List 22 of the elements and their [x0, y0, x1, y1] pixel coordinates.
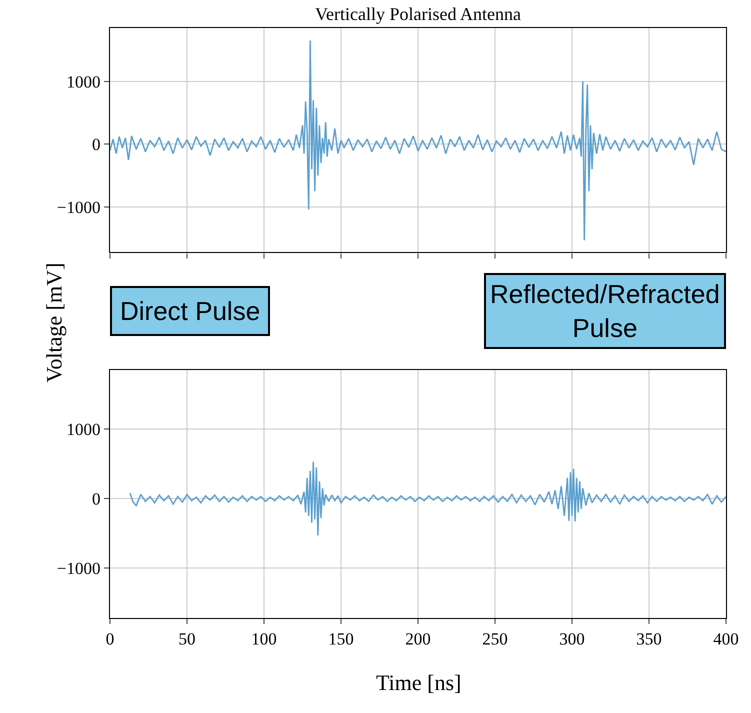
y-tick-label: 0: [92, 135, 100, 154]
line-series: [110, 40, 726, 241]
x-axis-title: Time [ns]: [376, 670, 462, 695]
text: Direct Pulse: [120, 296, 260, 326]
x-tick-label: 400: [713, 630, 739, 648]
y-tick-label: 1000: [66, 420, 100, 440]
x-tick-label: 250: [482, 630, 508, 648]
x-tick-label: 350: [636, 630, 662, 648]
y-tick-label: 0: [92, 490, 100, 509]
line-series: [129, 461, 726, 536]
x-tick-label: 200: [405, 630, 431, 648]
y-tick-label: −1000: [56, 558, 100, 578]
text: Reflected/Refracted Pulse: [490, 279, 720, 343]
x-tick-label: 150: [328, 630, 354, 648]
x-tick-label: 100: [251, 630, 277, 648]
x-tick-label: 50: [178, 630, 196, 648]
y-tick-label: −1000: [56, 198, 100, 217]
y-axis-title: Voltage [mV]: [42, 262, 67, 383]
x-tick-label: 0: [106, 630, 114, 648]
y-tick-label: 1000: [66, 72, 100, 92]
x-tick-label: 300: [559, 630, 585, 648]
chart-title: Vertically Polarised Antenna: [315, 4, 521, 24]
